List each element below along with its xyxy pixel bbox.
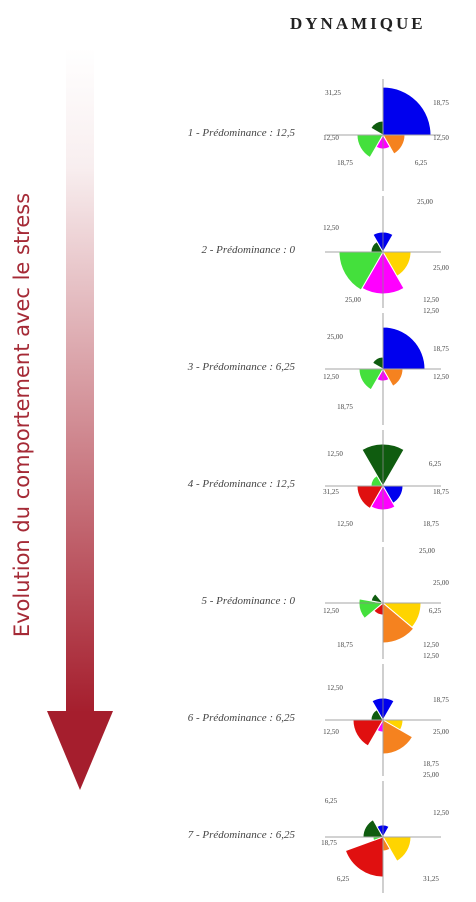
value-label: 18,75 [423, 520, 439, 528]
value-label: 25,00 [327, 333, 343, 341]
value-label: 6,25 [429, 460, 442, 468]
value-label: 25,00 [433, 728, 449, 736]
sector-diagram: 6,25 12,50 18,75 6,25 31,25 [321, 781, 449, 893]
value-label: 31,25 [423, 875, 439, 883]
row-label: 2 - Prédominance : 0 [201, 244, 295, 256]
sector-diagram: 25,00 12,50 25,00 25,00 12,50 12,50 [323, 196, 449, 315]
sector-diagram: 31,25 18,75 12,50 12,50 18,75 6,25 [323, 79, 449, 191]
row-label: 4 - Prédominance : 12,5 [187, 478, 295, 490]
value-label: 12,50 [323, 134, 339, 142]
stress-arrow [47, 48, 113, 790]
sector-diagram: 12,50 18,75 12,50 25,00 18,75 25,00 [323, 664, 449, 779]
value-label: 31,25 [323, 488, 339, 496]
sector-diagram: 25,00 18,75 12,50 12,50 18,75 [323, 313, 449, 425]
row-label: 3 - Prédominance : 6,25 [187, 361, 295, 373]
sector-diagram: 12,50 6,25 31,25 18,75 12,50 18,75 [323, 430, 449, 542]
value-label: 6,25 [325, 797, 338, 805]
value-label: 6,25 [337, 875, 350, 883]
value-label: 12,50 [423, 641, 439, 649]
value-label: 18,75 [337, 641, 353, 649]
value-label: 25,00 [417, 198, 433, 206]
sector-red [352, 719, 384, 747]
value-label: 25,00 [433, 579, 449, 587]
stress-axis-label: Evolution du comportement avec le stress [10, 192, 34, 638]
value-label: 12,50 [433, 134, 449, 142]
value-label: 12,50 [323, 224, 339, 232]
row-label: 5 - Prédominance : 0 [201, 595, 295, 607]
value-label: 31,25 [325, 89, 341, 97]
value-label: 12,50 [337, 520, 353, 528]
value-label: 12,50 [433, 373, 449, 381]
sector-lightgreen [358, 598, 385, 620]
value-label: 18,75 [433, 488, 449, 496]
value-label: 18,75 [423, 760, 439, 768]
value-label: 6,25 [429, 607, 442, 615]
value-label: 12,50 [423, 652, 439, 660]
value-label: 18,75 [433, 696, 449, 704]
value-label: 12,50 [327, 684, 343, 692]
value-label: 18,75 [321, 839, 337, 847]
sector-red [344, 836, 384, 878]
arrow-head [47, 711, 113, 790]
value-label: 12,50 [323, 607, 339, 615]
value-label: 25,00 [419, 547, 435, 555]
value-label: 12,50 [327, 450, 343, 458]
value-label: 6,25 [415, 159, 428, 167]
value-label: 18,75 [433, 99, 449, 107]
value-label: 18,75 [337, 159, 353, 167]
value-label: 12,50 [423, 296, 439, 304]
value-label: 12,50 [423, 307, 439, 315]
value-label: 18,75 [337, 403, 353, 411]
sector-lightgreen [338, 251, 384, 291]
value-label: 18,75 [433, 345, 449, 353]
value-label: 12,50 [433, 809, 449, 817]
row-label: 6 - Prédominance : 6,25 [187, 712, 295, 724]
row-label: 7 - Prédominance : 6,25 [187, 829, 295, 841]
value-label: 25,00 [345, 296, 361, 304]
row-label: 1 - Prédominance : 12,5 [187, 127, 295, 139]
sector-diagram: 25,00 25,00 12,50 6,25 18,75 12,50 12,50 [323, 547, 449, 660]
sector-darkgreen [371, 356, 384, 370]
value-label: 12,50 [323, 728, 339, 736]
header-title: DYNAMIQUE [290, 14, 426, 33]
sector-darkgreen [370, 593, 385, 604]
value-label: 25,00 [433, 264, 449, 272]
value-label: 12,50 [323, 373, 339, 381]
sector-blue [382, 326, 426, 370]
arrow-shaft [66, 48, 94, 713]
sector-darkgreen [370, 120, 384, 136]
value-label: 25,00 [423, 771, 439, 779]
sector-blue [382, 86, 432, 136]
